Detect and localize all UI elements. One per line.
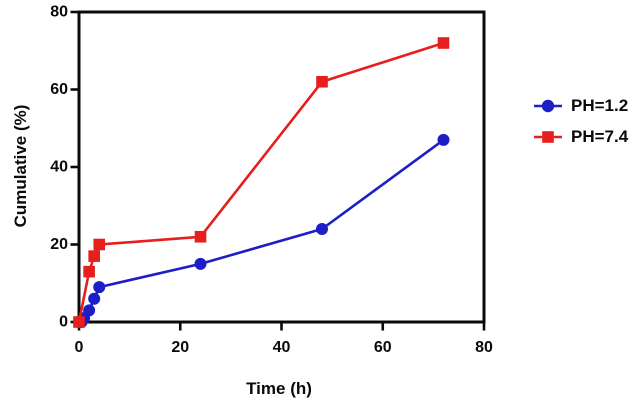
y-tick-label: 0 [59,314,68,331]
data-point-square [194,230,207,243]
y-tick-label: 60 [50,81,68,98]
legend-marker-square-icon [534,131,562,143]
data-point-square [93,238,106,251]
x-axis-title: Time (h) [246,379,312,398]
data-point-square [73,316,85,328]
y-axis-title: Cumulative (%) [11,105,30,228]
legend-label: PH=1.2 [571,96,629,115]
x-tick-label: 80 [475,339,493,356]
data-point-circle [93,281,106,294]
x-tick-label: 60 [374,339,392,356]
data-point-square [83,265,95,278]
data-point-square [316,75,328,88]
data-point-circle [194,257,207,270]
legend-square-glyph [542,131,554,143]
legend-circle-glyph [541,99,555,113]
data-point-square [437,37,450,49]
legend-item-ph-1-2: PH=1.2 [533,95,628,117]
x-tick-label: 0 [75,339,84,356]
y-tick-label: 20 [50,236,68,253]
data-point-circle [88,292,101,305]
x-tick-label: 20 [171,339,189,356]
data-point-circle [83,304,96,317]
legend: PH=1.2 PH=7.4 [533,95,628,148]
y-tick-label: 80 [50,4,68,21]
legend-marker-circle-icon [534,99,562,113]
data-point-circle [437,133,450,146]
data-point-square [88,250,100,262]
legend-item-ph-7-4: PH=7.4 [533,126,628,148]
data-point-circle [316,223,328,235]
plot-frame [77,10,486,324]
x-tick-label: 40 [273,339,291,356]
legend-label: PH=7.4 [571,127,629,146]
y-tick-label: 40 [50,159,68,176]
series-line-0 [79,138,445,324]
